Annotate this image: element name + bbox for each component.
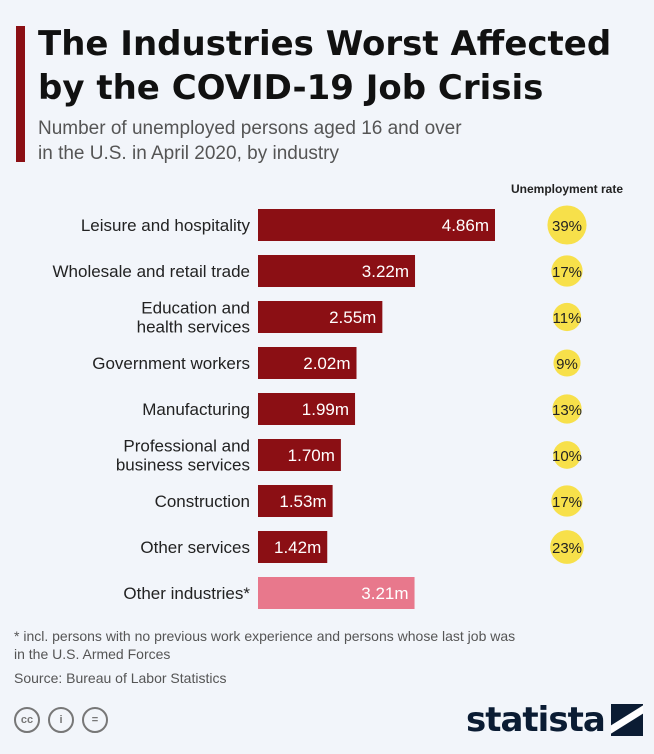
category-label: health services [137,318,250,337]
category-label: Other services [140,538,250,557]
bar-row: Wholesale and retail trade 3.22m 17% [52,255,583,287]
bar-row: Manufacturing 1.99m 13% [142,393,582,425]
rate-label: 10% [552,448,582,465]
cc-icon[interactable]: cc [14,707,40,733]
statista-logo[interactable]: statista [466,700,643,740]
bar-row: Other services 1.42m 23% [140,530,584,564]
category-label: Construction [155,492,250,511]
rate-label: 11% [553,310,582,327]
bar [258,301,383,333]
footnote-line-2: in the U.S. Armed Forces [14,646,171,662]
category-label: Professional and [123,437,250,456]
category-label: Education and [141,299,250,318]
footnote-line-1: * incl. persons with no previous work ex… [14,628,516,644]
bar-value-label: 2.55m [329,308,376,327]
brand-name: statista [466,700,606,740]
bar-value-label: 2.02m [303,354,350,373]
bar-row: Leisure and hospitality 4.86m 39% [81,205,587,245]
rate-bubble [553,441,581,469]
bar [258,577,415,609]
category-label: business services [116,456,250,475]
bar-value-label: 3.21m [361,584,408,603]
subtitle-line-1: Number of unemployed persons aged 16 and… [38,118,462,139]
chart-title: The Industries Worst Affected by the COV… [38,22,638,110]
bar-value-label: 1.99m [302,400,349,419]
title-line-2: by the COVID-19 Job Crisis [38,68,544,108]
statista-mark-icon [610,704,643,736]
bar [258,485,333,517]
bar-value-label: 3.22m [362,262,409,281]
bar-value-label: 1.70m [288,446,335,465]
bar-row: Other industries* 3.21m [123,577,415,609]
title-line-1: The Industries Worst Affected [38,24,612,64]
by-icon[interactable]: i [48,707,74,733]
subtitle-line-2: in the U.S. in April 2020, by industry [38,143,339,164]
bar-row: Government workers 2.02m 9% [92,347,581,379]
footnote: * incl. persons with no previous work ex… [14,627,644,663]
rate-bubble [552,302,582,332]
bar-value-label: 4.86m [442,216,489,235]
category-label: Manufacturing [142,400,250,419]
bar [258,439,341,471]
bar-value-label: 1.53m [279,492,326,511]
rate-bubble [547,205,587,245]
rate-bubble [553,349,581,377]
category-label: Leisure and hospitality [81,216,251,235]
rate-bubble [552,394,582,424]
rate-label: 17% [552,494,582,511]
bar [258,393,356,425]
unemployment-rate-header: Unemployment rate [510,182,624,196]
category-label: Wholesale and retail trade [52,262,250,281]
bar [258,209,495,241]
rate-bubble [551,255,583,287]
bar-value-label: 1.42m [274,538,321,557]
bar [258,531,328,563]
bar [258,347,357,379]
rate-label: 39% [552,218,582,235]
license-icons: cc i = [14,707,108,733]
rate-label: 9% [556,356,578,373]
rate-label: 17% [552,264,582,281]
bar [258,255,416,287]
chart-subtitle: Number of unemployed persons aged 16 and… [38,116,638,166]
rate-bubble [550,530,584,564]
rate-label: 13% [552,402,582,419]
source-note: Source: Bureau of Labor Statistics [14,670,227,686]
nd-icon[interactable]: = [82,707,108,733]
title-accent-bar [16,26,25,162]
category-label: Other industries* [123,584,250,603]
bar-row: Construction 1.53m 17% [155,485,583,517]
rate-bubble [551,485,583,517]
category-label: Government workers [92,354,250,373]
rate-label: 23% [552,540,582,557]
bar-chart: Leisure and hospitality 4.86m 39% Wholesale… [52,205,587,609]
